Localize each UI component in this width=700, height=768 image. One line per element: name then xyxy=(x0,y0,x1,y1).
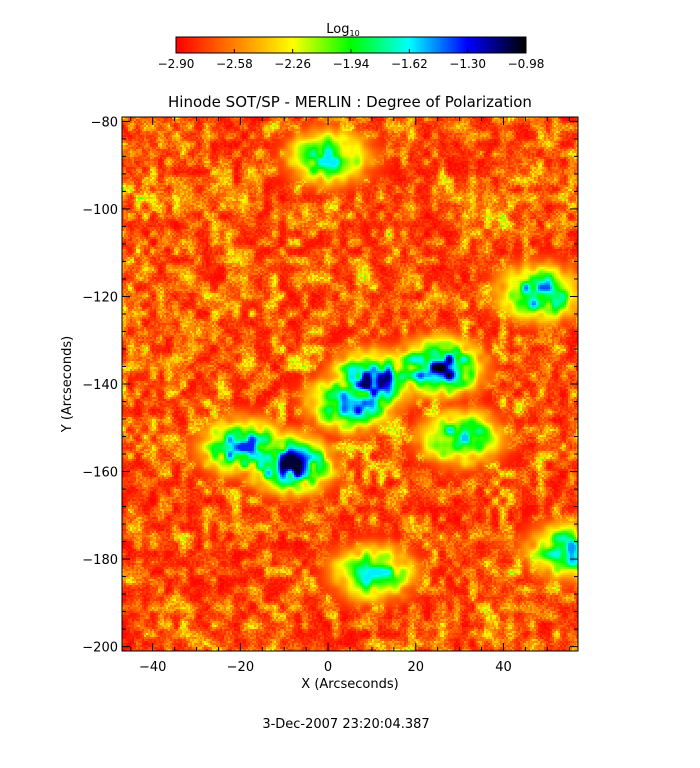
y-tick-label: −100 xyxy=(82,203,118,218)
colorbar-tick-label: −2.58 xyxy=(216,57,253,71)
plot-frame xyxy=(121,116,579,652)
colorbar-ticks: −2.90 −2.58 −2.26 −1.94 −1.62 −1.30 −0.98 xyxy=(158,49,545,71)
y-tick-label: −140 xyxy=(82,378,118,393)
x-tick-label: −40 xyxy=(139,660,166,675)
y-axis-label: Y (Arcseconds) xyxy=(60,336,75,433)
colorbar-tick-label: −2.90 xyxy=(158,57,195,71)
y-tick-label: −200 xyxy=(82,641,118,656)
y-tick-label: −160 xyxy=(82,466,118,481)
colorbar-tick-label: −1.30 xyxy=(449,57,486,71)
chart-title: Hinode SOT/SP - MERLIN : Degree of Polar… xyxy=(168,93,532,111)
colorbar-label: Log10 xyxy=(326,22,359,38)
colorbar xyxy=(176,37,526,53)
timestamp: 3-Dec-2007 23:20:04.387 xyxy=(262,717,429,732)
x-axis-label: X (Arcseconds) xyxy=(301,677,398,692)
y-tick-label: −180 xyxy=(82,553,118,568)
x-tick-label: −20 xyxy=(227,660,254,675)
y-tick-label: −80 xyxy=(91,115,118,130)
colorbar-tick-label: −1.62 xyxy=(391,57,428,71)
colorbar-tick-label: −0.98 xyxy=(508,57,545,71)
x-tick-label: 40 xyxy=(495,660,512,675)
polarization-heatmap xyxy=(122,117,578,651)
axis-ticks: −40 −20 0 20 40−80−100−120−140−160−180−200 xyxy=(82,115,578,675)
x-tick-label: 20 xyxy=(407,660,424,675)
y-tick-label: −120 xyxy=(82,290,118,305)
colorbar-tick-label: −1.94 xyxy=(333,57,370,71)
x-tick-label: 0 xyxy=(324,660,332,675)
colorbar-tick-label: −2.26 xyxy=(274,57,311,71)
